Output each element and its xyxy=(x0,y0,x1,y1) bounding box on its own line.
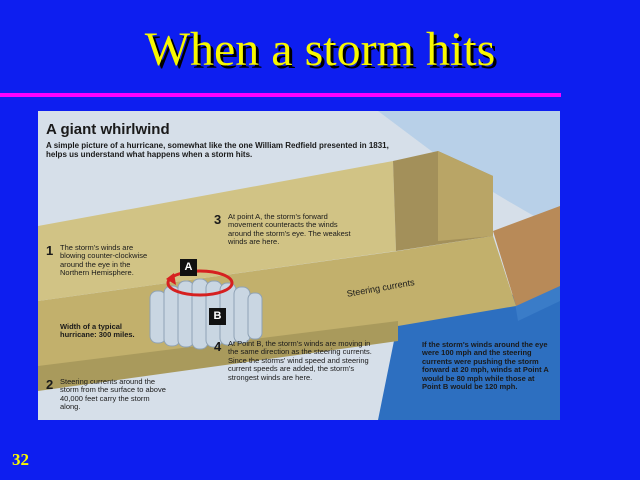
channel-end-face xyxy=(438,151,493,241)
step-2-number: 2 xyxy=(46,377,54,392)
step-1-text: The storm's winds are blowing counter-cl… xyxy=(60,243,148,278)
figure-intro: A simple picture of a hurricane, somewha… xyxy=(46,141,389,159)
diagram-artwork xyxy=(38,111,560,420)
step-3-number: 3 xyxy=(214,212,222,227)
channel-front-face xyxy=(38,321,398,391)
slide-title: When a storm hits xyxy=(144,23,496,76)
step-2-text: Steering currents around the storm from … xyxy=(60,377,166,412)
wind-speed-note: If the storm's winds around the eye were… xyxy=(422,340,549,391)
step-4-number: 4 xyxy=(214,339,222,354)
hurricane-diagram: A giant whirlwind A simple picture of a … xyxy=(38,111,560,420)
hurricane-width-label: Width of a typical hurricane: 300 miles. xyxy=(60,322,135,340)
storm-cloud-bands xyxy=(149,278,263,350)
step-1-number: 1 xyxy=(46,243,54,258)
point-a-marker: A xyxy=(180,259,197,276)
point-b-marker: B xyxy=(209,308,226,325)
channel-back-wall xyxy=(38,161,396,301)
coast-land xyxy=(493,206,560,306)
step-3-text: At point A, the storm's forward movement… xyxy=(228,212,351,247)
step-4-text: At Point B, the storm's winds are moving… xyxy=(228,339,372,382)
storm-eye-arrow xyxy=(166,269,234,297)
figure-heading: A giant whirlwind xyxy=(46,121,170,138)
title-divider xyxy=(0,93,561,97)
slide-number: 32 xyxy=(12,450,29,469)
arrow-head xyxy=(166,273,176,285)
